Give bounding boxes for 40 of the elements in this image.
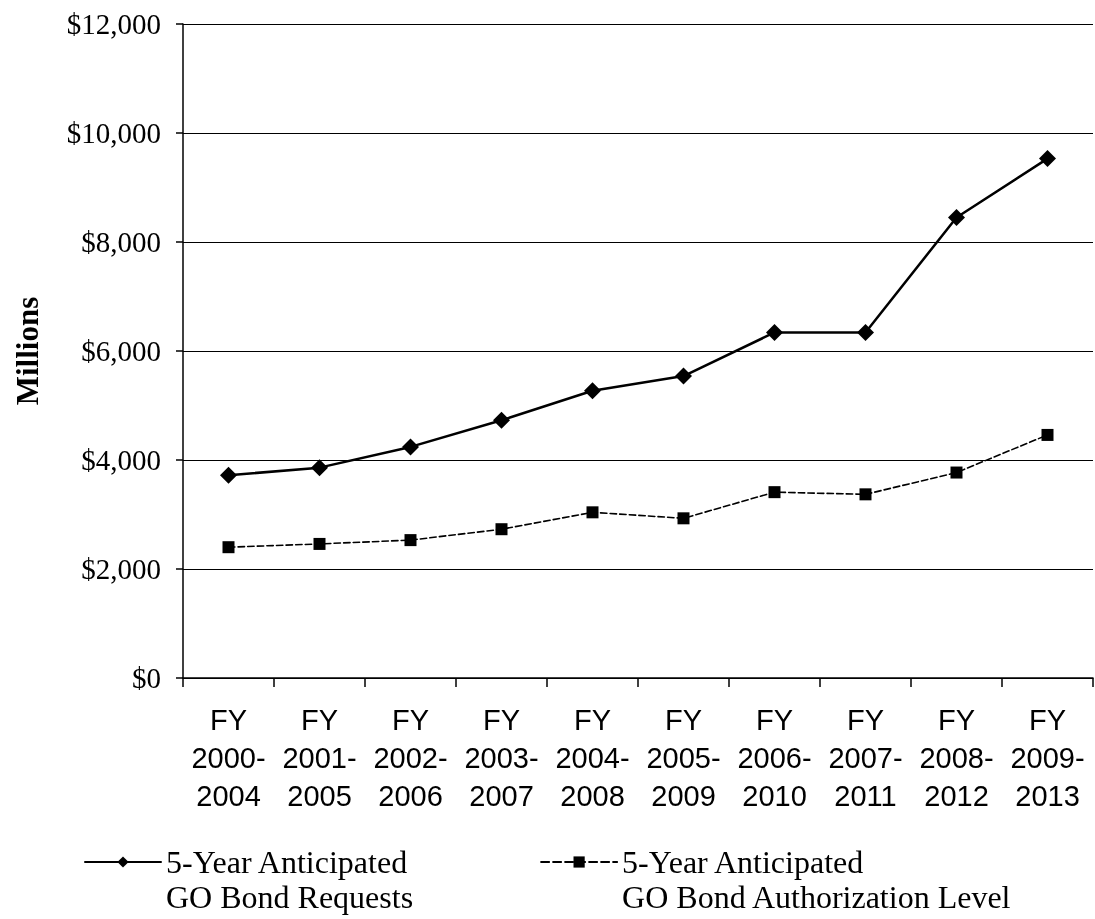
point — [766, 323, 783, 341]
x-tick-label: FY 2003-2007 — [464, 704, 539, 812]
point — [222, 541, 235, 554]
point — [857, 323, 874, 341]
point — [493, 411, 510, 429]
y-tick-label: $10,000 — [66, 117, 161, 149]
x-tick-label: FY 2005-2009 — [646, 704, 721, 812]
legend-label: 5-Year Anticipated GO Bond Authorization Level — [622, 844, 1011, 915]
point — [768, 486, 781, 499]
y-tick-label: $12,000 — [66, 8, 161, 40]
point — [1041, 428, 1054, 441]
point — [495, 523, 508, 536]
point — [586, 506, 599, 519]
y-tick-label: $6,000 — [81, 335, 161, 367]
y-axis-title: Millions — [10, 296, 45, 406]
point — [404, 534, 417, 547]
point — [950, 466, 963, 479]
point — [948, 208, 965, 226]
x-tick-label: FY 2001-2005 — [282, 704, 357, 812]
point — [311, 459, 328, 477]
x-tick-label: FY 2000-2004 — [191, 704, 266, 812]
point — [313, 537, 326, 550]
y-tick-label: $4,000 — [81, 444, 161, 476]
x-tick-label: FY 2002-2006 — [373, 704, 448, 812]
x-tick-label: FY 2007-2011 — [828, 704, 903, 812]
x-tick-label: FY 2004-2008 — [555, 704, 630, 812]
x-tick-label: FY 2009-2013 — [1010, 704, 1085, 812]
y-tick-label: $0 — [132, 662, 161, 694]
y-tick-label: $8,000 — [81, 226, 161, 258]
x-tick-label: FY 2006-2010 — [737, 704, 812, 812]
point — [1039, 150, 1056, 168]
point — [859, 488, 872, 501]
legend-label: 5-Year Anticipated GO Bond Requests — [166, 844, 414, 915]
y-tick-label: $2,000 — [81, 553, 161, 585]
point — [677, 512, 690, 525]
point — [220, 466, 237, 484]
point — [402, 438, 419, 456]
point — [675, 367, 692, 385]
x-tick-label: FY 2008-2012 — [919, 704, 994, 812]
point — [584, 382, 601, 400]
